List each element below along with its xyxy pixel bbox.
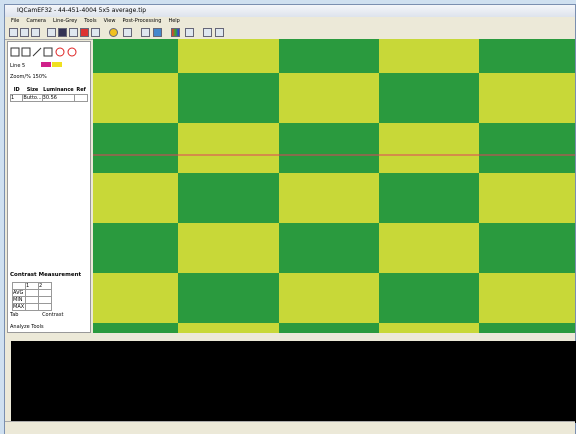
zoom-row: Zoom/% 150%	[10, 74, 47, 80]
checker-tile	[93, 173, 178, 223]
checker-tile	[178, 323, 279, 333]
checker-tile	[379, 173, 479, 223]
checker-tile	[479, 73, 575, 123]
menu-item[interactable]: Camera	[26, 18, 46, 24]
checker-tile	[479, 39, 575, 73]
checker-tile	[379, 223, 479, 273]
checker-tile	[279, 323, 379, 333]
header: ID	[13, 87, 20, 93]
menu-item[interactable]: File	[11, 18, 20, 24]
value[interactable]: 5	[22, 63, 26, 69]
checker-tile	[93, 273, 178, 323]
tool-button[interactable]	[109, 28, 118, 37]
profile-panel	[11, 341, 576, 423]
checker-tile	[178, 123, 279, 173]
row-label: AVG	[12, 289, 26, 297]
checker-tile	[178, 223, 279, 273]
checker-tile	[93, 223, 178, 273]
roi-table: ID Size Luminance Ref 1 Butto... 30.56	[9, 86, 88, 102]
label: Line	[10, 63, 21, 69]
checker-tile	[178, 273, 279, 323]
header: Size	[26, 87, 39, 93]
menu-item[interactable]: Post-Processing	[122, 18, 162, 24]
checker-tile	[93, 39, 178, 73]
checker-tile	[93, 73, 178, 123]
checker-tile	[178, 173, 279, 223]
value[interactable]: 150%	[32, 74, 47, 80]
tab[interactable]: Tools	[31, 324, 44, 330]
tool-button[interactable]	[31, 28, 40, 37]
cell: Butto...	[22, 94, 43, 102]
checker-tile	[279, 39, 379, 73]
tool-button[interactable]	[20, 28, 29, 37]
tool-button[interactable]	[58, 28, 67, 37]
checker-tile	[279, 223, 379, 273]
checker-tile	[93, 323, 178, 333]
menu-item[interactable]: Line-Grey	[53, 18, 78, 24]
tool-button[interactable]	[80, 28, 89, 37]
checker-tile	[279, 123, 379, 173]
tool-button[interactable]	[185, 28, 194, 37]
checker-tile	[279, 73, 379, 123]
row-label: MAX	[12, 303, 26, 311]
tool-button[interactable]	[153, 28, 162, 37]
checker-tile	[178, 39, 279, 73]
tool-button[interactable]	[9, 28, 18, 37]
checker-tile	[479, 223, 575, 273]
button[interactable]: Contrast	[42, 312, 64, 318]
menu-bar: File Camera Line-Grey Tools View Post-Process…	[5, 17, 576, 25]
label: Tab	[10, 312, 19, 318]
tool-button[interactable]	[123, 28, 132, 37]
section-title: Contrast Measurement	[10, 272, 82, 278]
checker-tile	[279, 273, 379, 323]
image-view	[93, 39, 575, 333]
checker-tile	[379, 73, 479, 123]
header: 1	[25, 282, 39, 290]
menu-item[interactable]: View	[103, 18, 116, 24]
toolbar	[5, 25, 575, 40]
menu-item[interactable]: Tools	[84, 18, 97, 24]
cell: 1	[9, 94, 24, 102]
tool-button[interactable]	[203, 28, 212, 37]
tool-button[interactable]	[47, 28, 56, 37]
title-bar: IQCamEF32 - 44-451-4004 5x5 average.tip	[5, 5, 575, 17]
checker-tile	[379, 39, 479, 73]
checker-tile	[279, 173, 379, 223]
checker-tile	[479, 323, 575, 333]
label: Zoom/%	[10, 74, 31, 80]
checker-tile	[178, 73, 279, 123]
checker-tile	[479, 273, 575, 323]
checker-tile	[379, 123, 479, 173]
header: 2	[38, 282, 52, 290]
shape-tools	[10, 47, 77, 57]
tab[interactable]: Analyze	[10, 324, 30, 330]
contrast-row: Tab Contrast	[10, 312, 63, 318]
checker-tile	[379, 323, 479, 333]
header: Ref	[76, 87, 86, 93]
menu-item[interactable]: Help	[168, 18, 180, 24]
checker-tile	[479, 173, 575, 223]
tool-button[interactable]	[91, 28, 100, 37]
checker-tile	[479, 123, 575, 173]
tabs: Analyze Tools	[10, 324, 44, 330]
status-bar	[5, 421, 575, 434]
app-window: IQCamEF32 - 44-451-4004 5x5 average.tip …	[4, 4, 576, 434]
window-title: IQCamEF32 - 44-451-4004 5x5 average.tip	[17, 7, 147, 14]
tool-button[interactable]	[171, 28, 180, 37]
row-label: MIN	[12, 296, 26, 304]
tool-button[interactable]	[215, 28, 224, 37]
header: Luminance	[43, 87, 74, 93]
line-row: Line 5	[10, 62, 63, 69]
tool-button[interactable]	[69, 28, 78, 37]
checker-tile	[93, 123, 178, 173]
checker-tile	[379, 273, 479, 323]
cell: 30.56	[41, 94, 76, 102]
tool-button[interactable]	[141, 28, 150, 37]
